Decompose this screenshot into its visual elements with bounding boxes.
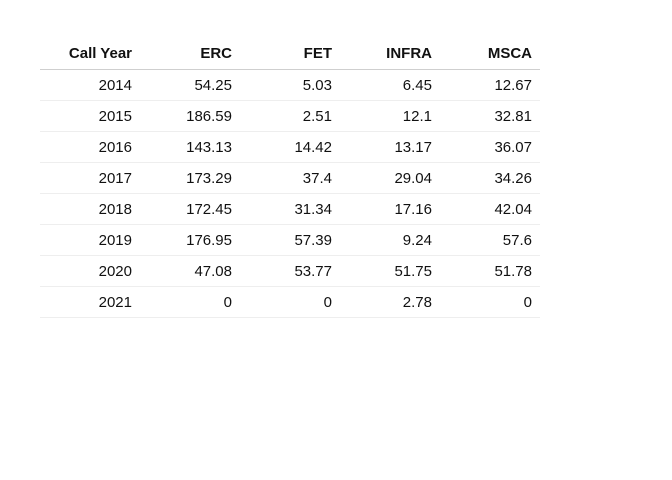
table-row: 2021 0 0 2.78 0 (40, 286, 540, 318)
table-row: 2016 143.13 14.42 13.17 36.07 (40, 131, 540, 163)
table-cell-erc: 186.59 (140, 100, 240, 132)
table-cell-erc: 54.25 (140, 69, 240, 101)
table-cell-infra: 51.75 (340, 255, 440, 287)
column-header-call-year: Call Year (40, 38, 140, 70)
column-header-infra: INFRA (340, 38, 440, 70)
table-cell-msca: 34.26 (440, 162, 540, 194)
table-cell-erc: 176.95 (140, 224, 240, 256)
table-row: 2014 54.25 5.03 6.45 12.67 (40, 69, 540, 101)
table-cell-call-year: 2020 (40, 255, 140, 287)
table-cell-msca: 57.6 (440, 224, 540, 256)
table-cell-call-year: 2016 (40, 131, 140, 163)
table-cell-msca: 42.04 (440, 193, 540, 225)
table-cell-infra: 29.04 (340, 162, 440, 194)
data-table: Call Year ERC FET INFRA MSCA 2014 54.25 5.03 6.… (40, 38, 540, 318)
table-cell-call-year: 2017 (40, 162, 140, 194)
table-cell-infra: 13.17 (340, 131, 440, 163)
table-cell-msca: 36.07 (440, 131, 540, 163)
header-row: Call Year ERC FET INFRA MSCA (40, 38, 540, 70)
table-cell-call-year: 2015 (40, 100, 140, 132)
table-cell-infra: 9.24 (340, 224, 440, 256)
table-cell-erc: 0 (140, 286, 240, 318)
table-row: 2015 186.59 2.51 12.1 32.81 (40, 100, 540, 132)
table-cell-infra: 17.16 (340, 193, 440, 225)
table-cell-erc: 143.13 (140, 131, 240, 163)
column-header-fet: FET (240, 38, 340, 70)
table-cell-erc: 172.45 (140, 193, 240, 225)
table-row: 2019 176.95 57.39 9.24 57.6 (40, 224, 540, 256)
table-cell-fet: 0 (240, 286, 340, 318)
table-cell-erc: 47.08 (140, 255, 240, 287)
table-cell-call-year: 2021 (40, 286, 140, 318)
table-cell-msca: 0 (440, 286, 540, 318)
table-cell-fet: 31.34 (240, 193, 340, 225)
table-cell-infra: 2.78 (340, 286, 440, 318)
table-row: 2020 47.08 53.77 51.75 51.78 (40, 255, 540, 287)
table-row: 2018 172.45 31.34 17.16 42.04 (40, 193, 540, 225)
table-body: 2014 54.25 5.03 6.45 12.67 2015 186.59 2.51 12.1… (40, 69, 540, 318)
table-cell-msca: 12.67 (440, 69, 540, 101)
table-cell-fet: 5.03 (240, 69, 340, 101)
data-table-container: Call Year ERC FET INFRA MSCA 2014 54.25 5.03 6.… (40, 38, 540, 318)
table-cell-msca: 32.81 (440, 100, 540, 132)
table-cell-call-year: 2018 (40, 193, 140, 225)
table-cell-fet: 2.51 (240, 100, 340, 132)
table-cell-fet: 53.77 (240, 255, 340, 287)
table-cell-fet: 57.39 (240, 224, 340, 256)
table-header: Call Year ERC FET INFRA MSCA (40, 38, 540, 70)
table-row: 2017 173.29 37.4 29.04 34.26 (40, 162, 540, 194)
table-cell-call-year: 2019 (40, 224, 140, 256)
table-cell-msca: 51.78 (440, 255, 540, 287)
table-cell-infra: 12.1 (340, 100, 440, 132)
column-header-msca: MSCA (440, 38, 540, 70)
table-cell-call-year: 2014 (40, 69, 140, 101)
table-cell-fet: 37.4 (240, 162, 340, 194)
table-cell-erc: 173.29 (140, 162, 240, 194)
column-header-erc: ERC (140, 38, 240, 70)
table-cell-infra: 6.45 (340, 69, 440, 101)
table-cell-fet: 14.42 (240, 131, 340, 163)
